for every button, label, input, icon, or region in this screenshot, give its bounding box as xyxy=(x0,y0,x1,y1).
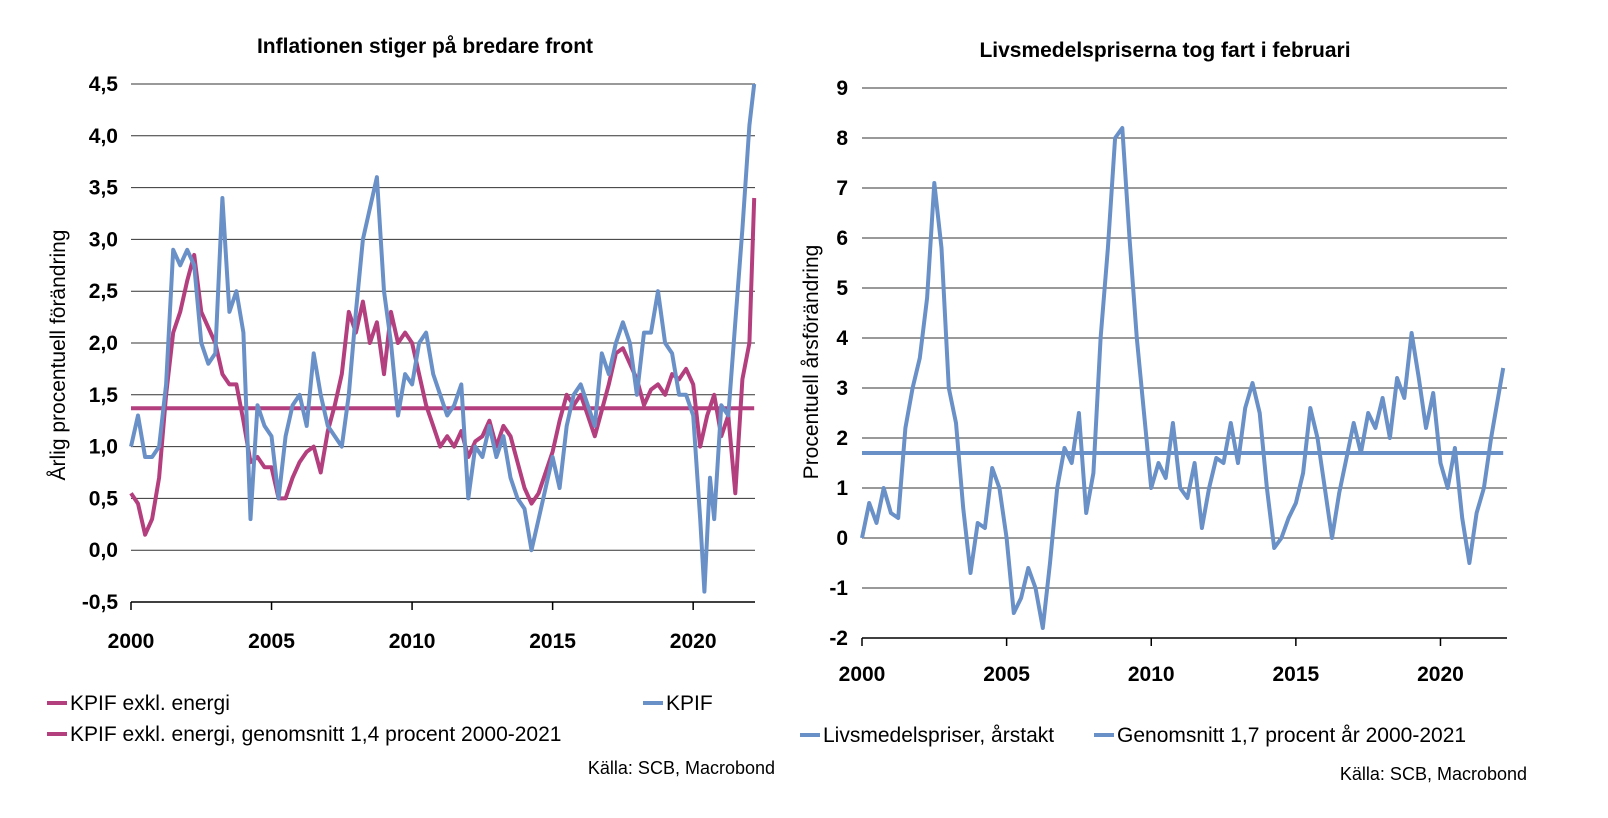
chart-left-y-tick-label: 2,0 xyxy=(89,332,118,355)
chart-right-source: Källa: SCB, Macrobond xyxy=(1340,764,1527,784)
chart-left-x-ticks: 2000 2005 2010 2015 2020 xyxy=(108,602,717,653)
series-line-kpif xyxy=(129,83,757,594)
chart-left-legend: KPIF exkl. energi KPIF exkl. energi, gen… xyxy=(47,692,713,746)
legend-label-livsmedelspriser: Livsmedelspriser, årstakt xyxy=(823,724,1054,747)
chart-right-gridlines xyxy=(862,87,1507,639)
chart-right-title: Livsmedelspriserna tog fart i februari xyxy=(979,39,1350,62)
chart-left-y-tick-label: 4,5 xyxy=(89,73,119,96)
chart-left-y-tick-label: 1,5 xyxy=(89,384,119,407)
chart-right-y-ticks: 9 8 7 6 5 4 3 2 1 0 -1 -2 xyxy=(829,77,848,650)
chart-left-inflation: Inflationen stiger på bredare front Årli… xyxy=(47,35,775,778)
chart-right-x-tick-label: 2005 xyxy=(983,663,1030,686)
chart-right-series xyxy=(860,126,1506,630)
chart-right-food-prices: Livsmedelspriserna tog fart i februari P… xyxy=(800,39,1527,784)
chart-left-gridlines xyxy=(131,83,755,603)
legend-label-kpif-exkl-energi: KPIF exkl. energi xyxy=(70,692,230,715)
chart-right-y-tick-label: 0 xyxy=(836,527,848,550)
chart-left-x-tick-label: 2015 xyxy=(529,630,576,653)
chart-right-y-tick-label: 7 xyxy=(836,177,848,200)
chart-right-y-tick-label: 9 xyxy=(836,77,848,100)
chart-right-y-tick-label: 1 xyxy=(836,477,848,500)
chart-left-y-tick-label: 3,5 xyxy=(89,177,119,200)
chart-left-x-tick-label: 2000 xyxy=(108,630,155,653)
chart-left-y-tick-label: 0,0 xyxy=(89,539,118,562)
series-line-livsmedelspriser-arstakt xyxy=(860,126,1506,630)
chart-right-y-axis-label: Procentuell årsförändring xyxy=(800,245,823,480)
chart-left-y-tick-label: 0,5 xyxy=(89,487,119,510)
chart-right-y-tick-label: 8 xyxy=(836,127,848,150)
chart-left-x-tick-label: 2020 xyxy=(670,630,717,653)
chart-right-x-tick-label: 2010 xyxy=(1128,663,1175,686)
legend-label-kpif-exkl-energi-average: KPIF exkl. energi, genomsnitt 1,4 procen… xyxy=(70,723,561,746)
chart-left-y-tick-label: -0,5 xyxy=(82,591,119,614)
chart-right-y-tick-label: 5 xyxy=(836,277,848,300)
chart-right-y-tick-label: 6 xyxy=(836,227,848,250)
chart-right-x-tick-label: 2015 xyxy=(1272,663,1319,686)
chart-left-y-axis-label: Årlig procentuell förändring xyxy=(47,230,70,481)
chart-right-x-tick-label: 2020 xyxy=(1417,663,1464,686)
chart-left-title: Inflationen stiger på bredare front xyxy=(257,35,593,58)
chart-left-source: Källa: SCB, Macrobond xyxy=(588,758,775,778)
chart-left-series xyxy=(129,83,757,594)
chart-right-y-tick-label: 3 xyxy=(836,377,848,400)
chart-left-y-tick-label: 3,0 xyxy=(89,228,118,251)
chart-left-x-tick-label: 2010 xyxy=(389,630,436,653)
chart-left-x-tick-label: 2005 xyxy=(248,630,295,653)
chart-right-y-tick-label: -2 xyxy=(829,627,848,650)
chart-right-legend: Livsmedelspriser, årstakt Genomsnitt 1,7… xyxy=(800,724,1466,747)
chart-left-y-tick-label: 1,0 xyxy=(89,436,118,459)
chart-right-y-tick-label: 2 xyxy=(836,427,848,450)
chart-right-x-tick-label: 2000 xyxy=(839,663,886,686)
chart-left-y-ticks: 4,5 4,0 3,5 3,0 2,5 2,0 1,5 1,0 0,5 0,0 -0,5 xyxy=(82,73,119,614)
chart-left-y-tick-label: 2,5 xyxy=(89,280,119,303)
chart-right-y-tick-label: 4 xyxy=(836,327,848,350)
legend-label-kpif: KPIF xyxy=(666,692,713,715)
chart-right-y-tick-label: -1 xyxy=(829,577,848,600)
series-line-kpif-exkl-energi xyxy=(129,197,757,537)
chart-right-x-ticks: 2000 2005 2010 2015 2020 xyxy=(839,638,1464,686)
chart-left-y-tick-label: 4,0 xyxy=(89,125,118,148)
legend-label-genomsnitt: Genomsnitt 1,7 procent år 2000-2021 xyxy=(1117,724,1466,747)
